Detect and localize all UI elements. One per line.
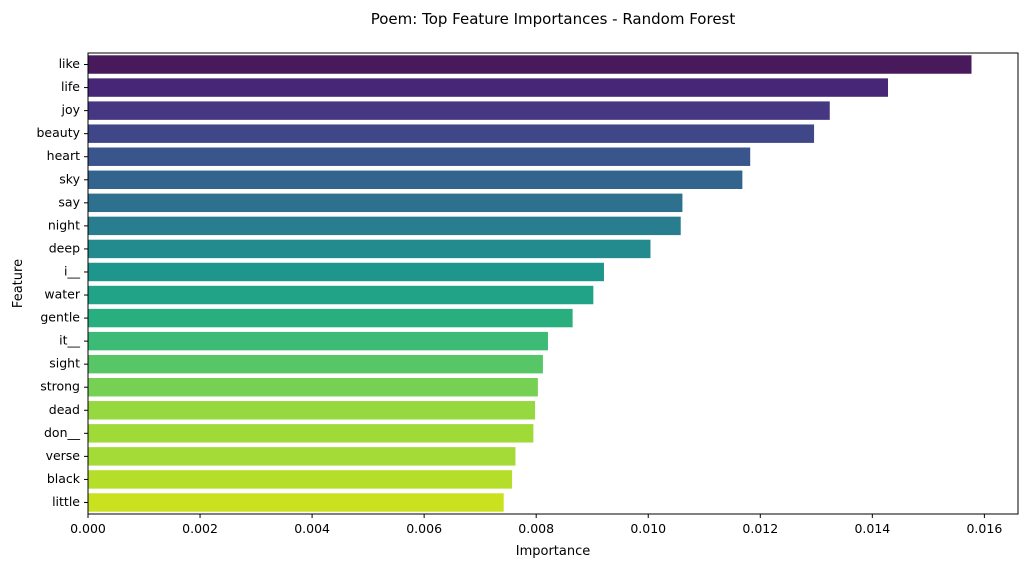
y-tick-label: i__ (64, 263, 81, 278)
bar-joy (88, 101, 830, 120)
y-tick-label: sky (59, 171, 80, 186)
bar-dead (88, 401, 536, 420)
bar-water (88, 285, 594, 305)
y-tick-label: strong (40, 379, 80, 394)
x-axis-ticks: 0.000 0.002 0.004 0.006 0.008 0.010 0.012 0.014… (70, 514, 1002, 536)
x-tick-label: 0.000 (70, 521, 106, 536)
y-axis-ticks: like life joy beauty heart sky say night deep i__… (36, 56, 88, 509)
y-tick-label: say (58, 194, 80, 209)
y-tick-label: deep (49, 240, 80, 255)
x-tick-label: 0.008 (518, 521, 554, 536)
bar-like (88, 55, 972, 74)
bar-beauty (88, 124, 815, 143)
plot-frame (87, 52, 1019, 515)
bars-group (88, 55, 972, 512)
y-tick-label: don__ (44, 425, 81, 440)
y-tick-label: gentle (40, 310, 80, 325)
y-axis-label: Feature (11, 259, 26, 308)
x-tick-label: 0.004 (294, 521, 330, 536)
bar-don (88, 424, 534, 443)
y-tick-label: it__ (59, 333, 81, 348)
bar-deep (88, 239, 651, 259)
y-tick-label: dead (49, 402, 80, 417)
y-tick-label: joy (60, 102, 80, 117)
bar-it (88, 331, 548, 351)
x-tick-label: 0.012 (742, 521, 778, 536)
bar-gentle (88, 308, 573, 328)
x-tick-label: 0.016 (966, 521, 1002, 536)
bar-life (88, 78, 889, 97)
y-tick-label: life (61, 79, 80, 94)
x-tick-label: 0.006 (406, 521, 442, 536)
y-tick-label: beauty (36, 125, 80, 140)
bar-little (88, 493, 504, 512)
bar-verse (88, 447, 516, 466)
x-tick-label: 0.002 (182, 521, 218, 536)
y-tick-label: night (48, 217, 80, 232)
bar-strong (88, 378, 538, 397)
bar-heart (88, 147, 751, 166)
bar-sky (88, 170, 743, 189)
x-tick-label: 0.014 (854, 521, 890, 536)
bar-i (88, 262, 604, 282)
y-tick-label: water (44, 287, 80, 302)
y-tick-label: like (59, 56, 81, 71)
bar-say (88, 193, 683, 213)
y-tick-label: sight (49, 356, 80, 371)
x-axis-label: Importance (516, 544, 591, 559)
x-tick-label: 0.010 (630, 521, 666, 536)
chart-title: Poem: Top Feature Importances - Random F… (371, 10, 736, 28)
bar-sight (88, 354, 543, 374)
y-tick-label: heart (47, 148, 80, 163)
bar-night (88, 216, 681, 236)
y-tick-label: verse (46, 448, 81, 463)
y-tick-label: black (47, 471, 81, 486)
bar-black (88, 470, 513, 489)
y-tick-label: little (52, 494, 80, 509)
